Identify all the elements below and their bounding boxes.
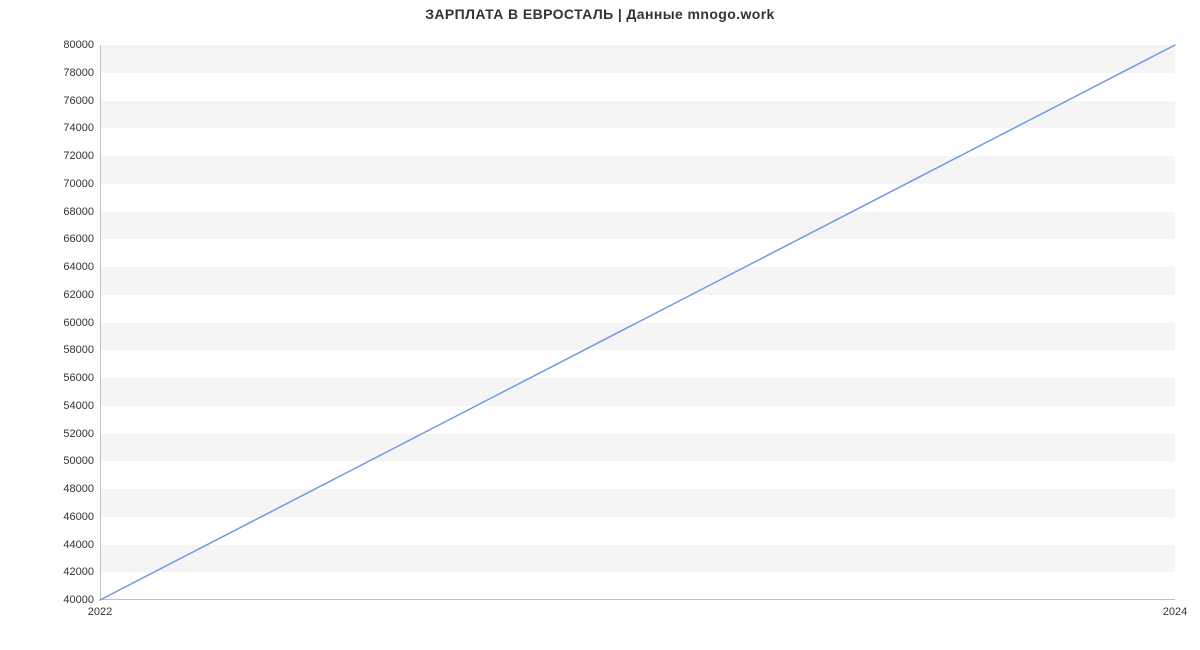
y-tick-label: 54000 — [63, 400, 94, 412]
y-tick-label: 52000 — [63, 428, 94, 440]
y-tick-label: 62000 — [63, 289, 94, 301]
chart-title: ЗАРПЛАТА В ЕВРОСТАЛЬ | Данные mnogo.work — [0, 6, 1200, 22]
y-tick-label: 44000 — [63, 539, 94, 551]
y-tick-label: 46000 — [63, 511, 94, 523]
plot-area: 4000042000440004600048000500005200054000… — [100, 45, 1175, 600]
y-tick-label: 40000 — [63, 594, 94, 606]
line-series-svg — [100, 45, 1175, 600]
y-tick-label: 66000 — [63, 233, 94, 245]
series-line-salary — [100, 45, 1175, 600]
x-tick-label: 2022 — [88, 606, 112, 618]
y-tick-label: 74000 — [63, 122, 94, 134]
y-tick-label: 76000 — [63, 95, 94, 107]
y-tick-label: 68000 — [63, 206, 94, 218]
y-tick-label: 58000 — [63, 344, 94, 356]
y-tick-label: 56000 — [63, 372, 94, 384]
y-tick-label: 42000 — [63, 566, 94, 578]
y-tick-label: 60000 — [63, 317, 94, 329]
salary-chart: ЗАРПЛАТА В ЕВРОСТАЛЬ | Данные mnogo.work… — [0, 0, 1200, 650]
y-tick-label: 80000 — [63, 39, 94, 51]
y-tick-label: 48000 — [63, 483, 94, 495]
y-tick-label: 72000 — [63, 150, 94, 162]
y-tick-label: 78000 — [63, 67, 94, 79]
x-tick-label: 2024 — [1163, 606, 1187, 618]
y-tick-label: 50000 — [63, 455, 94, 467]
y-tick-label: 64000 — [63, 261, 94, 273]
y-tick-label: 70000 — [63, 178, 94, 190]
